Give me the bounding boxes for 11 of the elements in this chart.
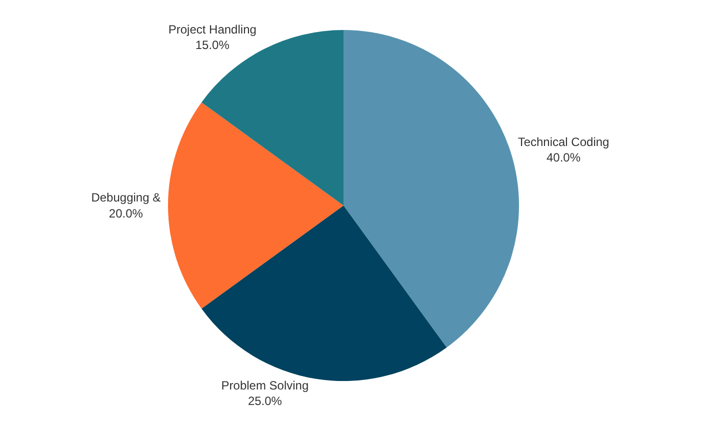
data-label: 15.0%	[195, 38, 230, 52]
slice-label: Technical Coding	[518, 135, 610, 150]
pie-slice	[168, 102, 344, 309]
slice-label: Project Handling	[168, 22, 256, 37]
data-label: 40.0%	[546, 150, 581, 165]
slice-label: Problem Solving	[221, 378, 309, 392]
slice-label: Debugging &	[91, 190, 161, 205]
pie-slice	[202, 206, 447, 381]
data-label: 20.0%	[108, 206, 144, 220]
data-label: 25.0%	[248, 394, 282, 408]
pie-slice	[344, 30, 519, 348]
